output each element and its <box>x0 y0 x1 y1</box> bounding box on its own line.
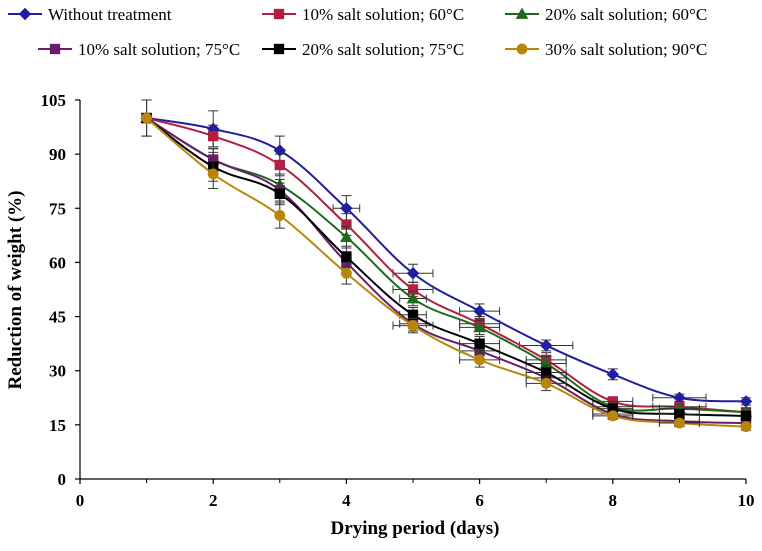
series-5 <box>141 112 752 422</box>
x-tick-label: 0 <box>76 491 85 510</box>
series-line <box>146 117 747 414</box>
legend-item-1: Without treatment <box>8 5 172 24</box>
series-group <box>140 99 753 433</box>
data-point-diamond <box>18 7 32 21</box>
data-point-circle <box>274 210 286 221</box>
y-tick-label: 45 <box>49 308 66 327</box>
series-line <box>145 117 747 428</box>
data-point-circle <box>673 417 685 429</box>
data-point-triangle <box>473 320 486 333</box>
series-line <box>146 117 747 417</box>
data-point-circle <box>207 168 219 180</box>
x-tick-label: 4 <box>342 491 351 510</box>
data-point-square <box>208 130 219 142</box>
series-3 <box>140 111 753 418</box>
data-point-square <box>273 8 285 20</box>
y-tick-label: 30 <box>49 362 66 381</box>
series-line <box>146 117 747 403</box>
legend-item-4: 10% salt solution; 75°C <box>38 40 240 59</box>
data-point-circle <box>474 354 486 366</box>
y-axis-title: Reduction of weight (%) <box>5 191 26 390</box>
data-point-circle <box>340 267 352 279</box>
y-tick-label: 75 <box>49 199 66 218</box>
y-tick-label: 105 <box>41 91 67 110</box>
data-point-circle <box>607 410 619 422</box>
legend-label: Without treatment <box>48 5 172 24</box>
y-tick-label: 15 <box>49 416 66 435</box>
legend-label: 30% salt solution; 90°C <box>545 40 707 59</box>
data-point-square <box>274 159 285 171</box>
data-point-triangle <box>340 230 353 243</box>
series-6 <box>141 99 752 433</box>
x-tick-label: 6 <box>475 491 484 510</box>
axes: 0 15 30 45 60 75 90 105 0 2 4 6 8 10 <box>41 91 755 510</box>
series-line <box>146 117 747 414</box>
legend-label: 10% salt solution; 60°C <box>302 5 464 24</box>
data-point-square <box>49 43 61 55</box>
legend-item-3: 20% salt solution; 60°C <box>505 5 707 24</box>
data-point-triangle <box>406 291 420 304</box>
data-point-square <box>274 188 285 200</box>
legend-label: 20% salt solution; 75°C <box>302 40 464 59</box>
data-point-square <box>341 251 352 263</box>
legend: Without treatment 10% salt solution; 60°C… <box>8 5 707 59</box>
legend-item-2: 10% salt solution; 60°C <box>262 5 464 24</box>
series-4 <box>141 112 752 429</box>
data-point-circle <box>516 43 528 55</box>
y-tick-label: 0 <box>58 470 67 489</box>
y-tick-label: 90 <box>49 145 66 164</box>
data-point-circle <box>540 377 552 389</box>
series-2 <box>141 112 752 418</box>
y-tick-label: 60 <box>49 253 66 272</box>
series-line <box>146 117 747 425</box>
data-point-circle <box>740 421 752 433</box>
legend-item-5: 20% salt solution; 75°C <box>262 40 464 59</box>
x-tick-label: 10 <box>738 491 755 510</box>
x-tick-label: 2 <box>209 491 218 510</box>
data-point-triangle <box>515 7 529 19</box>
data-point-diamond <box>539 339 553 352</box>
x-axis-title: Drying period (days) <box>331 518 500 539</box>
data-point-square <box>474 338 485 349</box>
data-point-square <box>674 408 685 420</box>
data-point-diamond <box>606 368 620 381</box>
legend-item-6: 30% salt solution; 90°C <box>505 40 707 59</box>
legend-label: 10% salt solution; 75°C <box>78 40 240 59</box>
data-point-square <box>273 43 285 55</box>
x-tick-label: 8 <box>609 491 618 510</box>
series-1 <box>140 99 753 408</box>
legend-label: 20% salt solution; 60°C <box>545 5 707 24</box>
data-point-diamond <box>473 304 486 318</box>
data-point-circle <box>407 320 419 332</box>
data-point-diamond <box>406 267 420 280</box>
data-point-circle <box>141 112 153 124</box>
data-point-square <box>740 410 752 422</box>
